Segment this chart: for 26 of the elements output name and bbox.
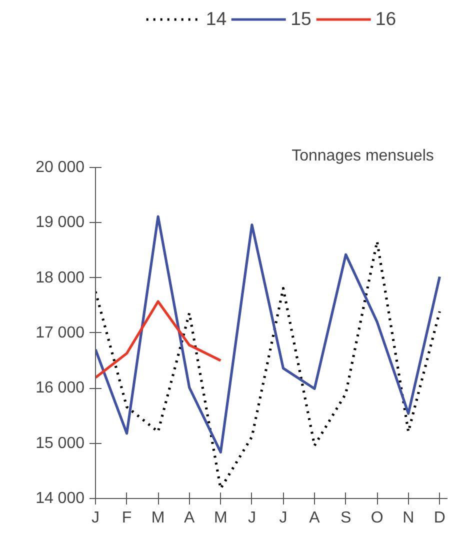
x-tick-label: A	[184, 510, 196, 526]
x-tick-label: N	[402, 510, 414, 526]
y-tick-label: 16 000	[36, 380, 85, 397]
y-tick-label: 15 000	[36, 434, 85, 452]
x-tick-label: M	[214, 510, 228, 526]
x-tick-label: J	[92, 510, 100, 526]
y-tick-label: 18 000	[36, 269, 85, 286]
x-tick-label: S	[340, 510, 352, 526]
chart-title: Tonnages mensuels	[292, 148, 434, 165]
x-tick-label: A	[309, 510, 320, 526]
y-tick-label: 14 000	[36, 490, 85, 507]
x-tick-label: O	[370, 510, 384, 526]
x-tick-label: J	[279, 510, 288, 526]
x-tick-label: M	[151, 510, 165, 526]
x-tick-label: J	[248, 510, 256, 526]
x-tick-label: F	[122, 510, 132, 526]
y-tick-label: 20 000	[36, 158, 85, 176]
legend-label: 15	[290, 8, 312, 30]
y-tick-label: 17 000	[36, 324, 85, 342]
y-tick-label: 19 000	[36, 214, 85, 232]
line-series	[96, 215, 441, 454]
line-series	[96, 240, 441, 490]
x-tick-label: D	[434, 510, 446, 526]
legend-label: 14	[206, 8, 227, 30]
line-series	[96, 300, 222, 379]
legend-label: 16	[375, 8, 396, 30]
